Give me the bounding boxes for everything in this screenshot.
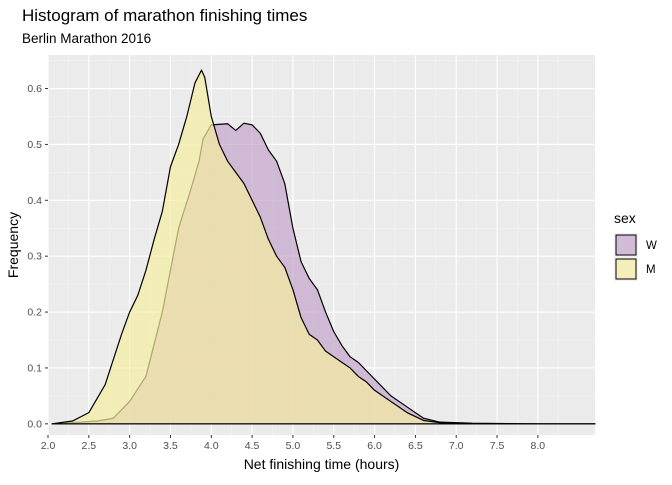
- x-axis: 2.0 2.5 3.0 3.5 4.0 4.5 5.0 5.5 6.0 6.5 7.0 7.5 8.0: [41, 435, 546, 452]
- y-tick-label: 0.1: [27, 362, 42, 374]
- y-tick-label: 0.0: [27, 418, 42, 430]
- y-tick-label: 0.6: [27, 83, 42, 95]
- y-axis-label: Frequency: [5, 212, 21, 278]
- x-tick-label: 4.0: [204, 440, 219, 452]
- y-tick-label: 0.3: [27, 251, 42, 263]
- legend-key-M: [615, 258, 637, 280]
- x-tick-label: 3.5: [163, 440, 178, 452]
- x-tick-label: 7.5: [490, 440, 505, 452]
- x-tick-label: 6.5: [408, 440, 423, 452]
- chart-subtitle: Berlin Marathon 2016: [22, 31, 151, 46]
- legend-label-M: M: [646, 264, 656, 276]
- y-tick-label: 0.2: [27, 307, 42, 319]
- x-tick-label: 3.0: [122, 440, 137, 452]
- y-tick-label: 0.5: [27, 139, 42, 151]
- x-tick-label: 2.5: [82, 440, 97, 452]
- x-tick-label: 6.0: [367, 440, 382, 452]
- y-tick-label: 0.4: [27, 195, 42, 207]
- legend-items: WM: [614, 233, 657, 281]
- x-axis-label: Net finishing time (hours): [244, 456, 400, 472]
- x-tick-label: 4.5: [245, 440, 260, 452]
- grid: [47, 55, 595, 435]
- legend-label-W: W: [646, 240, 657, 252]
- x-tick-label: 7.0: [449, 440, 464, 452]
- x-tick-label: 8.0: [531, 440, 546, 452]
- series-areas: [51, 69, 596, 425]
- x-tick-label: 5.5: [326, 440, 341, 452]
- legend-key-W: [615, 234, 637, 256]
- chart-title: Histogram of marathon finishing times: [22, 6, 307, 25]
- x-tick-label: 5.0: [286, 440, 301, 452]
- series-area-M: [51, 69, 596, 425]
- legend-title: sex: [614, 210, 636, 226]
- y-axis: 0.0 0.1 0.2 0.3 0.4 0.5 0.6: [27, 83, 48, 430]
- x-tick-label: 2.0: [41, 440, 56, 452]
- legend: sex WM: [614, 210, 657, 281]
